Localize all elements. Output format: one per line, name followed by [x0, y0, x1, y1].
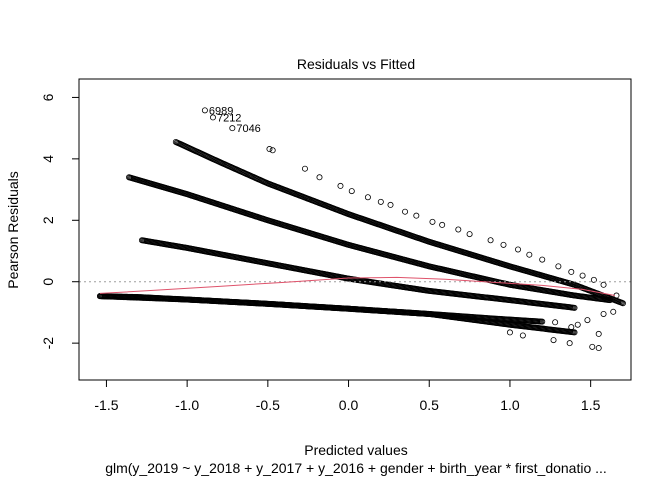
- chart-subtitle: glm(y_2019 ~ y_2018 + y_2017 + y_2016 + …: [105, 460, 607, 476]
- smoothed-trend-line: [99, 276, 615, 297]
- residual-point: [201, 107, 208, 114]
- residual-point: [301, 165, 308, 172]
- x-tick-label: 0.0: [339, 397, 359, 413]
- residual-point: [229, 125, 236, 132]
- residual-point: [550, 337, 557, 344]
- residual-point: [266, 146, 273, 153]
- plot-frame: [78, 78, 632, 381]
- residual-point: [455, 226, 462, 233]
- residual-point: [568, 324, 575, 331]
- y-tick-label: 4: [40, 155, 56, 163]
- residual-point: [515, 246, 522, 253]
- residual-point: [348, 188, 355, 195]
- x-tick-label: 1.5: [581, 397, 601, 413]
- residual-point: [600, 281, 607, 288]
- residual-point: [526, 251, 533, 258]
- residual-point: [589, 343, 596, 350]
- residual-point-band-1: [539, 318, 546, 325]
- residual-point: [600, 310, 607, 317]
- y-axis-label: Pearson Residuals: [5, 171, 21, 289]
- residual-point: [466, 231, 473, 238]
- residual-point: [487, 237, 494, 244]
- y-tick-label: -2: [40, 337, 56, 350]
- residual-point-band-5: [619, 300, 626, 307]
- residual-point: [337, 182, 344, 189]
- y-tick-label: 2: [40, 216, 56, 224]
- residual-point: [439, 221, 446, 228]
- residual-point: [539, 256, 546, 263]
- outlier-label: 6989: [209, 105, 233, 117]
- y-tick-label: 0: [40, 278, 56, 286]
- x-tick-label: 0.5: [420, 397, 440, 413]
- residual-point-band-2: [571, 329, 578, 336]
- residual-point: [402, 208, 409, 215]
- outlier-label: 7212: [217, 112, 241, 124]
- residual-point: [574, 321, 581, 328]
- x-tick-label: 1.0: [500, 397, 520, 413]
- residual-point: [364, 194, 371, 201]
- residual-point: [595, 345, 602, 352]
- residual-point: [387, 201, 394, 208]
- residual-point: [610, 308, 617, 315]
- residual-point: [519, 332, 526, 339]
- x-axis: -1.5 -1.0 -0.5 0.0 0.5 1.0 1.5: [94, 379, 601, 413]
- y-tick-label: 6: [40, 93, 56, 101]
- residual-points: [96, 107, 626, 352]
- chart-title: Residuals vs Fitted: [297, 56, 415, 72]
- residual-point: [209, 114, 216, 121]
- outlier-label: 7046: [236, 123, 260, 135]
- residual-point: [413, 212, 420, 219]
- residual-point: [568, 268, 575, 275]
- residual-point: [590, 276, 597, 283]
- residual-point: [269, 147, 276, 154]
- residual-point-band-3: [571, 304, 578, 311]
- x-axis-label: Predicted values: [304, 442, 408, 458]
- residual-point: [500, 241, 507, 248]
- residual-point: [566, 340, 573, 347]
- residual-point: [316, 174, 323, 181]
- residual-point: [555, 263, 562, 270]
- x-tick-label: -1.5: [94, 397, 118, 413]
- residual-point: [377, 198, 384, 205]
- residual-point: [506, 329, 513, 336]
- residual-point: [584, 317, 591, 324]
- x-tick-label: -1.0: [175, 397, 199, 413]
- residual-point: [429, 218, 436, 225]
- residual-point: [595, 330, 602, 337]
- y-axis: -2 0 2 4 6: [40, 93, 80, 350]
- residual-point: [579, 272, 586, 279]
- x-tick-label: -0.5: [256, 397, 280, 413]
- residual-point: [552, 319, 559, 326]
